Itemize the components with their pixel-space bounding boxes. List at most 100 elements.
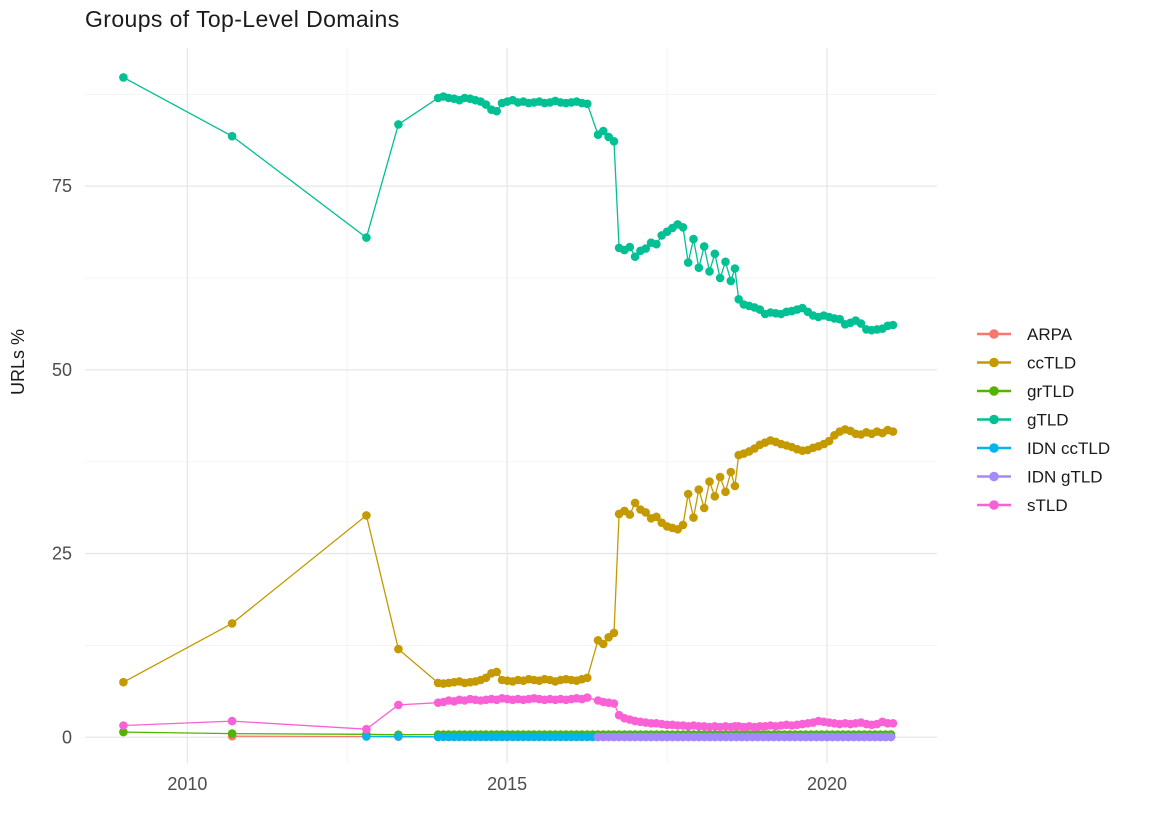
x-tick-label: 2020 [807, 774, 847, 794]
legend-item-label: sTLD [1027, 496, 1068, 515]
y-tick-label: 25 [52, 544, 72, 564]
legend-key-point [989, 386, 999, 396]
data-point [362, 724, 371, 734]
legend-item-label: IDN gTLD [1027, 468, 1103, 487]
data-point [394, 732, 403, 741]
y-axis-title: URLs % [8, 329, 28, 395]
legend-item-label: gTLD [1027, 411, 1069, 430]
legend-item-gTLD: gTLD [977, 411, 1069, 430]
data-point [625, 242, 635, 252]
y-tick-label: 50 [52, 360, 72, 380]
data-point [726, 276, 736, 286]
data-point [119, 73, 128, 82]
legend-item-ccTLD: ccTLD [977, 354, 1076, 373]
axis-tick-labels: 0 25 50 75 2010 2015 2020 [52, 176, 847, 794]
legend-key-point [989, 357, 999, 368]
legend-item-grTLD: grTLD [977, 382, 1074, 401]
data-point [730, 264, 740, 273]
data-point [694, 263, 704, 273]
data-point [705, 267, 714, 276]
data-point [119, 727, 128, 737]
data-point [699, 503, 709, 513]
data-point [699, 242, 709, 251]
data-point [652, 512, 661, 522]
data-point [599, 126, 608, 136]
legend-item-IDN-ccTLD: IDN ccTLD [977, 439, 1110, 458]
data-point [721, 487, 730, 497]
data-point [492, 106, 502, 116]
x-tick-label: 2010 [167, 774, 207, 794]
data-point [694, 485, 704, 494]
data-point [710, 249, 720, 259]
data-point [888, 719, 898, 728]
data-point [362, 732, 371, 741]
data-point [609, 137, 619, 146]
legend-item-IDN-gTLD: IDN gTLD [977, 468, 1103, 487]
data-point [119, 721, 128, 730]
y-tick-label: 75 [52, 176, 72, 196]
data-point [730, 481, 740, 491]
data-point [362, 511, 371, 520]
legend-key-point [989, 443, 999, 453]
series-line-gTLD [123, 76, 894, 331]
data-point [715, 472, 725, 482]
y-tick-label: 0 [62, 727, 72, 747]
legend-item-label: ccTLD [1027, 354, 1076, 373]
data-point [888, 427, 898, 436]
legend-item-ARPA: ARPA [977, 325, 1073, 344]
data-point [641, 508, 650, 517]
data-point [630, 498, 640, 508]
series-points-gTLD [119, 73, 898, 335]
data-point [683, 489, 693, 499]
series-points-IDN-gTLD [593, 732, 896, 742]
data-point [652, 239, 661, 249]
data-point [362, 233, 371, 242]
data-point [599, 639, 608, 649]
data-point [394, 700, 403, 710]
data-point [835, 314, 844, 324]
data-point [888, 320, 898, 330]
data-point [886, 732, 896, 742]
legend-item-sTLD: sTLD [977, 496, 1068, 515]
data-point [705, 477, 714, 486]
data-point [583, 693, 592, 702]
data-point [710, 492, 720, 501]
data-point [119, 677, 128, 687]
legend-key-point [989, 471, 999, 482]
data-point [583, 99, 592, 109]
legend-key-point [989, 414, 999, 425]
data-point [689, 234, 698, 244]
data-point [856, 319, 866, 328]
data-point [630, 252, 640, 261]
series-points-sTLD [119, 693, 898, 734]
data-point [689, 513, 698, 522]
data-point [609, 628, 619, 638]
data-point [394, 120, 403, 129]
data-point [481, 100, 491, 109]
data-point [227, 131, 237, 141]
chart-title: Groups of Top-Level Domains [85, 6, 400, 32]
data-point [609, 699, 619, 708]
data-point [678, 520, 688, 530]
data-point [824, 436, 834, 446]
gridlines [85, 48, 937, 763]
data-point [394, 644, 403, 654]
data-point [715, 273, 725, 283]
data-point [678, 223, 688, 232]
data-point [227, 729, 237, 738]
data-point [227, 619, 237, 628]
data-point [625, 510, 635, 519]
legend-key-point [989, 329, 999, 339]
series-points-ccTLD [119, 425, 898, 688]
data-series [119, 73, 898, 742]
legend: ARPA ccTLD grTLD gTLD IDN ccTLD IDN gTLD sTLD [977, 325, 1110, 515]
data-point [492, 667, 502, 677]
data-point [227, 716, 237, 726]
legend-item-label: ARPA [1027, 325, 1073, 344]
data-point [683, 258, 693, 267]
legend-item-label: grTLD [1027, 382, 1074, 401]
data-point [721, 257, 730, 267]
legend-item-label: IDN ccTLD [1027, 439, 1110, 458]
